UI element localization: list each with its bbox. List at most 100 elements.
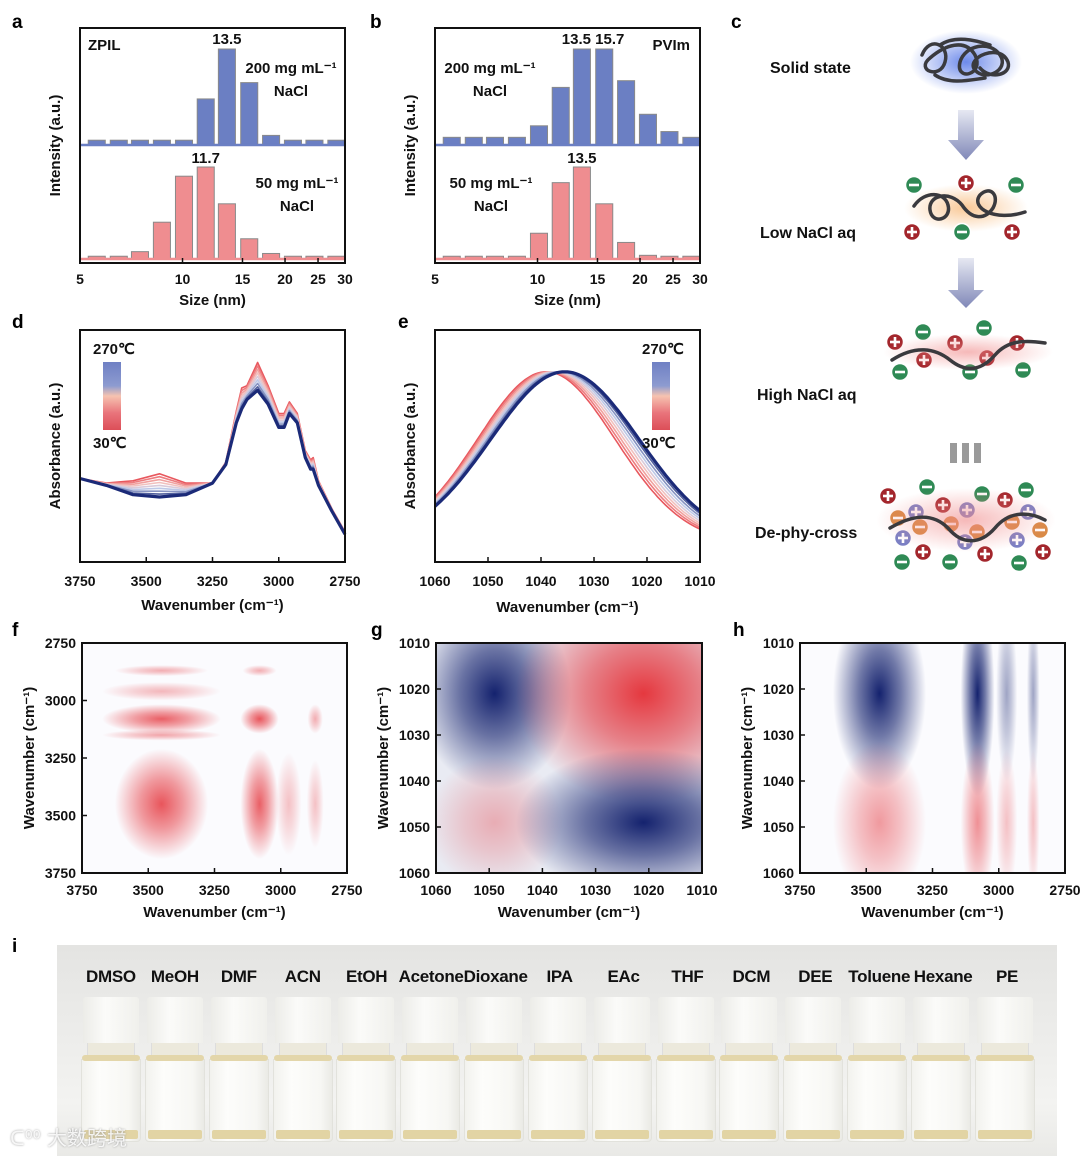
- y-tick-label: 3750: [45, 865, 76, 881]
- solvent-label: Dioxane: [463, 967, 528, 986]
- anion-icon: [890, 362, 910, 382]
- sediment: [530, 1130, 585, 1139]
- vial-cap: [83, 997, 139, 1043]
- bar-200-11.7: [551, 86, 570, 146]
- spectrum-270C: [79, 388, 347, 535]
- precipitate-band: [82, 1055, 140, 1061]
- vial-ipa: [527, 997, 588, 1142]
- stage-label-high-nacl: High NaCl aq: [757, 387, 857, 404]
- precipitate-band: [720, 1055, 779, 1061]
- y-axis-label: Wavenumber (cm⁻¹): [21, 687, 38, 829]
- spectrum-intermediate: [79, 375, 346, 534]
- polymer-title: ZPIL: [88, 37, 121, 54]
- sediment: [211, 1130, 266, 1139]
- y-tick-label: 1030: [763, 727, 794, 743]
- vial-cap: [210, 997, 267, 1043]
- panel-label-d: d: [12, 312, 24, 333]
- x-axis-label: Wavenumber (cm⁻¹): [141, 597, 283, 614]
- vial-body: [783, 1059, 844, 1142]
- negative-correlation-peak: [1026, 643, 1040, 782]
- x-tick-label: 1050: [472, 573, 503, 589]
- x-tick-label: 3250: [917, 882, 948, 898]
- precipitate-band: [975, 1055, 1034, 1061]
- y-tick-label: 3250: [45, 750, 76, 766]
- peak-label: 13.5: [567, 150, 596, 167]
- x-tick-label: 1030: [578, 573, 609, 589]
- x-axis-label: Wavenumber (cm⁻¹): [496, 599, 638, 616]
- plot-frame-a: [79, 27, 346, 264]
- vial-body: [400, 1059, 461, 1142]
- colorbar-label-top: 270℃: [93, 341, 135, 358]
- vial-body: [208, 1059, 269, 1142]
- vial-cap: [274, 997, 331, 1043]
- mechanism-scheme: Solid state Low NaCl aq High NaCl aq De-…: [755, 30, 1056, 573]
- x-tick-label: 1030: [580, 882, 611, 898]
- stage-label-low-nacl: Low NaCl aq: [760, 225, 856, 242]
- charts-layer: 13.5 11.7 200 mg mL⁻¹ NaCl 50 mg mL⁻¹ NaCl ZPI…: [21, 27, 1080, 921]
- bar-200-15.7: [240, 82, 259, 146]
- vial-neck: [214, 1043, 263, 1057]
- y-tick-label: 3500: [45, 808, 76, 824]
- x-tick-label: 1010: [686, 882, 717, 898]
- bar-50-15.7: [240, 238, 259, 260]
- y-tick-label: 1050: [763, 819, 794, 835]
- bar-200-13.5: [217, 48, 236, 146]
- vial-body: [272, 1059, 333, 1142]
- stage-label-de-phy-cross: De-phy-cross: [755, 525, 857, 542]
- x-tick-label: 2750: [331, 882, 362, 898]
- x-tick-label: 15: [590, 271, 606, 287]
- de-phy-cross-chain-icon: [876, 488, 1056, 552]
- x-tick-label: 1020: [631, 573, 662, 589]
- x-tick-label: 3000: [265, 882, 296, 898]
- solvent-label: EAc: [607, 967, 640, 986]
- positive-correlation-peak: [102, 682, 221, 701]
- positive-correlation-peak: [1026, 748, 1040, 873]
- vial-body: [144, 1059, 205, 1142]
- x-tick-label: 2750: [329, 573, 360, 589]
- positive-correlation-peak: [307, 704, 323, 734]
- vial-hexane: [910, 997, 971, 1142]
- vial-body: [847, 1059, 908, 1142]
- x-tick-label: 20: [632, 271, 648, 287]
- vial-pe: [974, 997, 1035, 1142]
- x-tick-label: 3750: [66, 882, 97, 898]
- vial-row: [81, 997, 1035, 1142]
- vial-cap: [338, 997, 395, 1043]
- sediment: [594, 1130, 649, 1139]
- heatmap-h: [800, 643, 1065, 873]
- series-label: NaCl: [473, 83, 507, 100]
- panel-label-a: a: [12, 12, 23, 33]
- precipitate-band: [145, 1055, 204, 1061]
- watermark-logo: ᑕ⁰⁰ 大数跨境: [10, 1126, 127, 1150]
- y-axis-label: Absorbance (a.u.): [402, 383, 419, 510]
- y-tick-label: 1010: [399, 635, 430, 651]
- solvent-label: DEE: [798, 967, 833, 986]
- series-label: 200 mg mL⁻¹: [444, 60, 535, 77]
- y-tick-label: 2750: [45, 635, 76, 651]
- panel-label-e: e: [398, 312, 409, 333]
- x-tick-label: 25: [310, 271, 326, 287]
- bar-200-18.2: [617, 80, 636, 146]
- bar-50-15.7: [595, 203, 614, 260]
- positive-correlation-peak: [306, 759, 324, 849]
- vial-cap: [721, 997, 778, 1043]
- vial-cap: [912, 997, 969, 1043]
- colorbar-label-top: 270℃: [642, 341, 684, 358]
- equivalent-sign-icon: [950, 443, 981, 463]
- positive-correlation-peak: [832, 741, 927, 873]
- bar-200-15.7: [595, 48, 614, 146]
- anion-icon: [1006, 175, 1026, 195]
- bar-50-13.5: [572, 166, 591, 260]
- vial-toluene: [847, 997, 908, 1142]
- vial-cap: [593, 997, 650, 1043]
- x-tick-label: 1060: [419, 573, 450, 589]
- plot-frame-e: [434, 329, 701, 563]
- positive-correlation-peak: [102, 704, 221, 734]
- bar-50-10.1: [529, 232, 549, 260]
- spectrum-intermediate: [434, 370, 701, 524]
- positive-correlation-peak: [240, 704, 279, 734]
- y-tick-label: 1050: [399, 819, 430, 835]
- sediment: [403, 1130, 458, 1139]
- x-tick-label: 1050: [474, 882, 505, 898]
